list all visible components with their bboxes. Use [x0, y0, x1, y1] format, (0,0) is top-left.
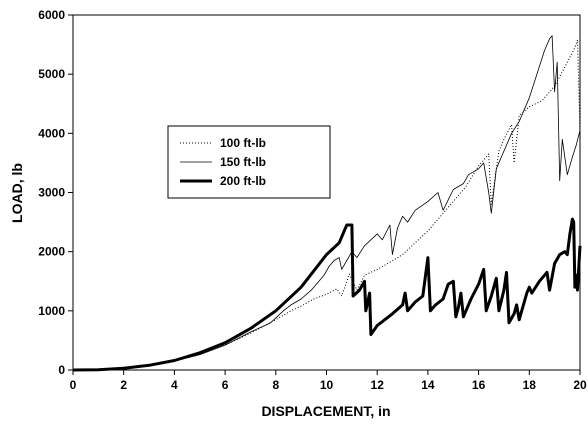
y-axis-title: LOAD, lb [9, 163, 25, 223]
series-layer [72, 35, 582, 372]
legend-label-150: 150 ft-lb [220, 155, 266, 169]
x-tick-label: 18 [523, 378, 537, 392]
x-tick-label: 0 [70, 378, 77, 392]
legend: 100 ft-lb 150 ft-lb 200 ft-lb [167, 125, 331, 199]
x-tick-label: 4 [171, 378, 178, 392]
y-tick-label: 5000 [38, 67, 65, 81]
x-axis-title: DISPLACEMENT, in [261, 403, 390, 419]
x-tick-label: 16 [472, 378, 486, 392]
x-tick-label: 10 [320, 378, 334, 392]
x-tick-label: 6 [222, 378, 229, 392]
y-tick-label: 1000 [38, 304, 65, 318]
legend-label-200: 200 ft-lb [220, 174, 266, 188]
x-tick-label: 2 [120, 378, 127, 392]
x-tick-label: 12 [371, 378, 385, 392]
y-tick-label: 4000 [38, 126, 65, 140]
axis-ticks: 0 2 4 6 8 10 12 14 16 18 20 0 1000 2000 3000 4000 5000 60… [38, 8, 587, 392]
y-tick-label: 6000 [38, 8, 65, 22]
y-tick-label: 3000 [38, 186, 65, 200]
x-tick-label: 14 [421, 378, 435, 392]
legend-label-100: 100 ft-lb [220, 136, 266, 150]
series-line-3 [72, 217, 582, 372]
series-line-2 [72, 35, 581, 371]
y-tick-label: 2000 [38, 245, 65, 259]
series-line-1 [72, 39, 581, 371]
y-tick-label: 0 [58, 363, 65, 377]
x-tick-label: 20 [573, 378, 587, 392]
x-tick-label: 8 [272, 378, 279, 392]
